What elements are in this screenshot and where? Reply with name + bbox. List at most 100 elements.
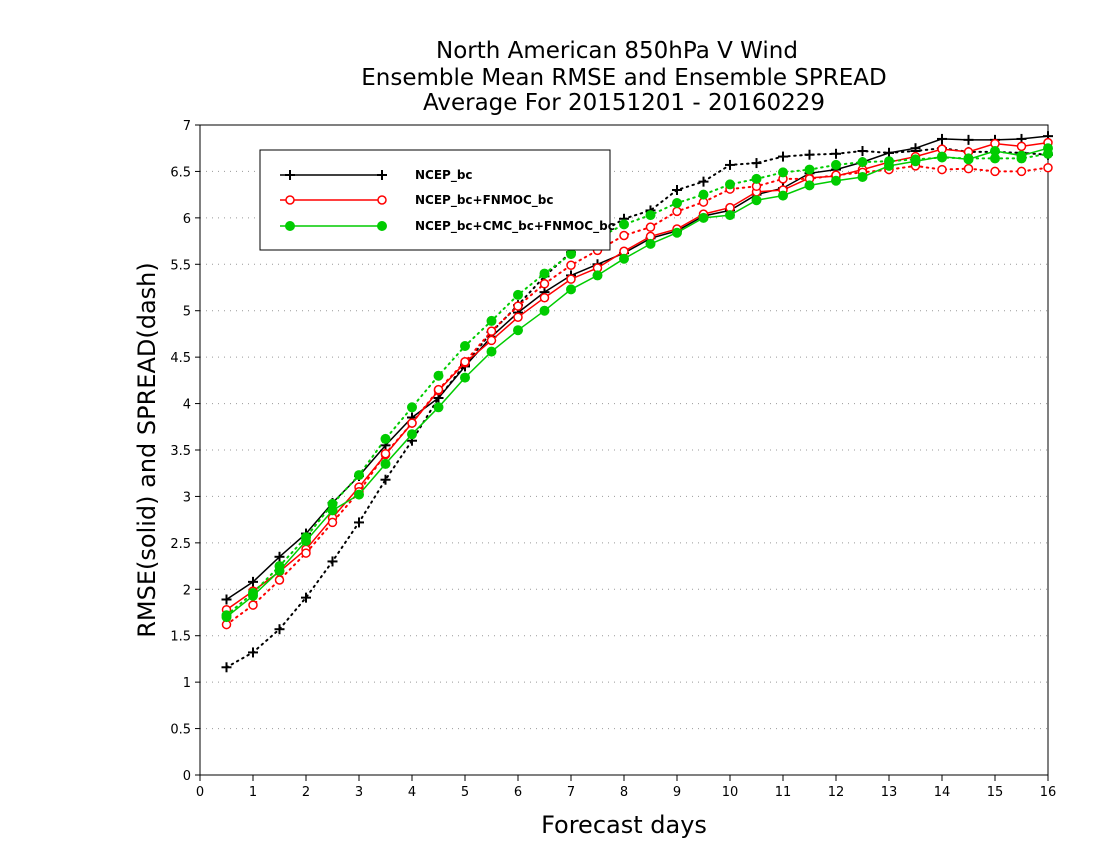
spread-point xyxy=(1043,148,1053,159)
spread-point xyxy=(804,164,815,175)
series-1 xyxy=(221,137,1053,630)
x-tick-label: 15 xyxy=(987,785,1004,800)
rmse-point xyxy=(354,489,364,500)
rmse-point xyxy=(751,195,762,206)
spread-point xyxy=(380,448,391,459)
y-tick-label: 4.5 xyxy=(170,351,191,366)
rmse-point xyxy=(513,312,523,322)
spread-point xyxy=(274,561,285,572)
rmse-point xyxy=(592,270,603,281)
x-tick-label: 8 xyxy=(620,785,628,800)
title-line-3: Average For 20151201 - 20160229 xyxy=(423,90,825,116)
title-line-1: North American 850hPa V Wind xyxy=(436,38,798,64)
rmse-point xyxy=(539,292,550,303)
spread-point xyxy=(645,210,656,221)
y-axis-label: RMSE(solid) and SPREAD(dash) xyxy=(133,262,161,638)
rmse-point xyxy=(539,305,550,316)
spread-point xyxy=(513,289,523,300)
x-tick-label: 14 xyxy=(934,785,951,800)
spread-point xyxy=(539,268,550,279)
title-line-2: Ensemble Mean RMSE and Ensemble SPREAD xyxy=(361,65,886,91)
spread-point xyxy=(725,179,735,190)
rmse-point xyxy=(645,238,656,249)
spread-point xyxy=(725,159,735,170)
y-tick-label: 5.5 xyxy=(170,258,191,273)
rmse-point xyxy=(460,372,470,383)
spread-point xyxy=(301,532,311,543)
x-tick-label: 0 xyxy=(196,785,204,800)
legend-label: NCEP_bc+FNMOC_bc xyxy=(415,193,554,208)
spread-point xyxy=(1016,153,1027,164)
spread-point xyxy=(698,189,709,200)
spread-point xyxy=(354,470,364,481)
rmse-point xyxy=(513,325,523,336)
spread-point xyxy=(778,151,788,162)
spread-point xyxy=(433,370,444,381)
rmse-point xyxy=(380,458,391,469)
x-tick-label: 2 xyxy=(302,785,310,800)
x-tick-label: 16 xyxy=(1040,785,1057,800)
spread-point xyxy=(1043,162,1053,173)
x-axis: 0 1 2 3 4 5 6 7 8 9 10 11 12 13 14 15 16 xyxy=(196,775,1056,800)
legend-marker xyxy=(377,170,387,180)
x-tick-label: 4 xyxy=(408,785,416,800)
y-tick-label: 0.5 xyxy=(170,723,191,738)
spread-point xyxy=(910,154,921,165)
y-tick-label: 3 xyxy=(183,490,191,505)
rmse-point xyxy=(698,212,709,223)
series-2 xyxy=(221,143,1053,623)
rmse-point xyxy=(486,346,497,357)
legend-marker xyxy=(285,221,295,231)
spread-point xyxy=(274,575,285,585)
y-tick-label: 0 xyxy=(183,769,191,784)
spread-point xyxy=(327,556,338,567)
spread-point xyxy=(407,402,417,413)
legend-marker xyxy=(377,195,387,205)
spread-point xyxy=(486,315,497,326)
spread-point xyxy=(221,610,232,621)
x-tick-label: 13 xyxy=(881,785,898,800)
rmse-point xyxy=(566,274,576,284)
spread-point xyxy=(354,517,364,528)
rmse-point xyxy=(963,134,974,145)
x-tick-label: 9 xyxy=(673,785,681,800)
spread-point xyxy=(460,341,470,351)
y-tick-label: 7 xyxy=(183,119,191,134)
x-tick-label: 6 xyxy=(514,785,522,800)
x-tick-label: 11 xyxy=(775,785,792,800)
y-tick-label: 2.5 xyxy=(170,537,191,552)
y-tick-label: 3.5 xyxy=(170,444,191,459)
spread-point xyxy=(672,206,682,217)
x-tick-label: 7 xyxy=(567,785,575,800)
spread-point xyxy=(804,149,815,160)
rmse-point xyxy=(619,253,629,264)
y-tick-label: 1 xyxy=(183,676,191,691)
spread-point xyxy=(963,153,974,164)
spread-point xyxy=(857,157,868,168)
spread-point xyxy=(778,167,788,178)
spread-point xyxy=(672,185,682,195)
legend-label: NCEP_bc xyxy=(415,168,473,183)
spread-point xyxy=(698,176,709,187)
spread-point xyxy=(433,384,444,395)
spread-point xyxy=(301,548,311,558)
spread-point xyxy=(1016,166,1027,177)
spread-point xyxy=(274,624,285,635)
legend: NCEP_bc NCEP_bc+FNMOC_bc NCEP_bc+CMC_bc+FN… xyxy=(259,149,615,251)
y-tick-label: 6 xyxy=(183,212,191,227)
spread-point xyxy=(380,474,391,485)
y-tick-label: 6.5 xyxy=(170,165,191,180)
spread-point xyxy=(327,517,338,528)
x-tick-label: 10 xyxy=(722,785,739,800)
rmse-point xyxy=(274,551,285,562)
spread-point xyxy=(990,166,1000,177)
spread-point xyxy=(645,222,656,232)
rmse-point xyxy=(248,576,258,587)
rmse-point xyxy=(804,180,815,191)
rmse-point xyxy=(486,335,497,346)
legend-marker xyxy=(285,195,295,205)
y-tick-label: 4 xyxy=(183,398,191,413)
spread-point xyxy=(751,158,762,169)
spread-point xyxy=(327,498,338,509)
